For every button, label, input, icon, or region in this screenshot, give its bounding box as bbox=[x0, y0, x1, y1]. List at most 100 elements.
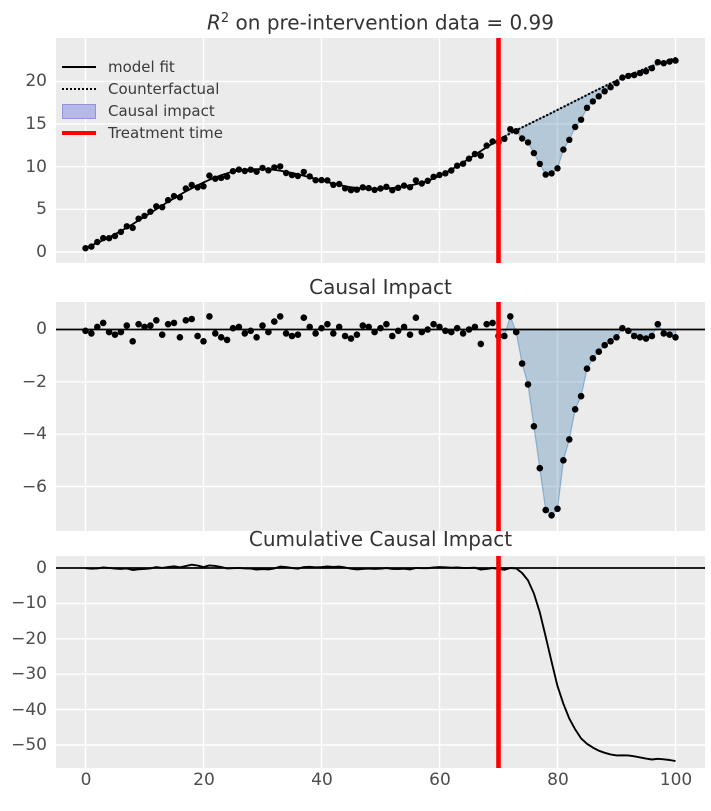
impact-data-point bbox=[571, 406, 579, 413]
y-tick-label: −6 bbox=[21, 477, 47, 497]
observed-data-point bbox=[218, 174, 225, 181]
observed-data-point bbox=[212, 175, 219, 182]
legend-label: Treatment time bbox=[108, 124, 223, 142]
cumulative-impact-line bbox=[85, 563, 676, 763]
observed-data-point bbox=[513, 128, 520, 135]
impact-data-point bbox=[253, 334, 260, 341]
impact-data-point bbox=[123, 322, 131, 329]
observed-data-point bbox=[518, 135, 526, 142]
observed-data-point bbox=[536, 160, 543, 168]
impact-data-point bbox=[371, 328, 378, 336]
observed-data-point bbox=[400, 182, 408, 189]
observed-data-point bbox=[318, 176, 325, 184]
impact-data-point bbox=[619, 324, 626, 332]
impact-data-point bbox=[135, 320, 142, 328]
observed-data-point bbox=[648, 65, 656, 72]
impact-data-point bbox=[595, 348, 603, 356]
impact-data-point bbox=[394, 327, 402, 335]
observed-data-point bbox=[294, 172, 302, 180]
y-tick-label: −10 bbox=[11, 593, 47, 613]
impact-data-point bbox=[259, 322, 266, 329]
observed-data-point bbox=[176, 194, 184, 201]
observed-data-point bbox=[82, 245, 89, 252]
impact-data-point bbox=[530, 423, 538, 430]
observed-data-point bbox=[548, 170, 555, 177]
impact-data-point bbox=[554, 505, 561, 513]
plot3-title: Cumulative Causal Impact bbox=[248, 527, 513, 551]
observed-data-point bbox=[636, 69, 644, 77]
impact-data-point bbox=[241, 330, 249, 337]
x-tick-label: 60 bbox=[429, 770, 451, 790]
impact-data-point bbox=[341, 332, 349, 340]
observed-data-point bbox=[395, 184, 402, 191]
observed-data-point bbox=[253, 168, 260, 175]
y-tick-label: 10 bbox=[25, 157, 47, 177]
observed-data-point bbox=[507, 126, 514, 133]
impact-data-point bbox=[182, 317, 190, 324]
impact-data-point bbox=[164, 320, 172, 328]
impact-data-point bbox=[200, 338, 207, 345]
impact-data-point bbox=[359, 322, 367, 329]
observed-data-point bbox=[554, 165, 561, 172]
observed-data-point bbox=[259, 164, 266, 172]
impact-data-point bbox=[642, 335, 650, 342]
observed-data-point bbox=[448, 167, 455, 174]
impact-data-point bbox=[147, 322, 154, 329]
impact-data-point bbox=[306, 323, 314, 331]
impact-data-point bbox=[400, 323, 408, 331]
observed-data-point bbox=[223, 173, 231, 180]
impact-data-point bbox=[512, 328, 520, 336]
observed-data-point bbox=[147, 208, 154, 215]
observed-data-point bbox=[277, 163, 284, 170]
observed-data-point bbox=[424, 177, 431, 184]
impact-data-point bbox=[524, 381, 532, 388]
impact-data-point bbox=[353, 331, 361, 339]
title-text: on pre-intervention data = 0.99 bbox=[229, 10, 554, 35]
observed-data-point bbox=[625, 72, 632, 80]
impact-data-point bbox=[141, 323, 148, 331]
impact-data-point bbox=[613, 334, 620, 341]
impact-data-point bbox=[99, 319, 107, 327]
observed-data-point bbox=[129, 224, 136, 232]
observed-data-point bbox=[300, 168, 307, 176]
observed-data-point bbox=[471, 150, 479, 158]
y-tick-label: 15 bbox=[25, 114, 47, 134]
observed-data-point bbox=[141, 212, 148, 220]
observed-data-point bbox=[235, 166, 243, 173]
axes-3-background bbox=[56, 556, 705, 768]
impact-data-point bbox=[654, 320, 662, 328]
observed-data-point bbox=[383, 183, 390, 190]
impact-data-point bbox=[560, 457, 567, 464]
title-math-variable: R bbox=[207, 10, 221, 35]
legend: model fit Counterfactual Causal impact T… bbox=[62, 56, 223, 144]
observed-data-point bbox=[524, 139, 532, 146]
impact-data-point bbox=[300, 314, 308, 322]
causal-impact-patch-icon bbox=[62, 103, 96, 119]
legend-item-causal-impact: Causal impact bbox=[62, 100, 223, 122]
title-math-superscript: 2 bbox=[220, 11, 230, 26]
impact-data-point bbox=[312, 330, 319, 337]
y-tick-label: −2 bbox=[21, 372, 47, 392]
observed-data-point bbox=[607, 84, 614, 91]
observed-data-point bbox=[306, 173, 313, 180]
impact-data-point bbox=[430, 320, 437, 328]
observed-data-point bbox=[566, 136, 573, 143]
legend-label: model fit bbox=[108, 58, 175, 76]
observed-data-point bbox=[654, 59, 661, 66]
impact-data-point bbox=[212, 330, 219, 337]
observed-data-point bbox=[483, 142, 490, 149]
impact-data-point bbox=[153, 317, 160, 324]
observed-data-point bbox=[271, 164, 278, 171]
observed-data-point bbox=[631, 71, 638, 79]
observed-data-point bbox=[583, 104, 591, 112]
axes-2-background bbox=[56, 302, 705, 531]
x-tick-label: 80 bbox=[547, 770, 569, 790]
observed-data-point bbox=[117, 228, 125, 236]
impact-data-point bbox=[377, 324, 384, 332]
impact-data-point bbox=[229, 324, 237, 332]
y-tick-label: −20 bbox=[11, 629, 47, 649]
observed-data-point bbox=[442, 170, 449, 177]
observed-data-point bbox=[341, 185, 349, 192]
